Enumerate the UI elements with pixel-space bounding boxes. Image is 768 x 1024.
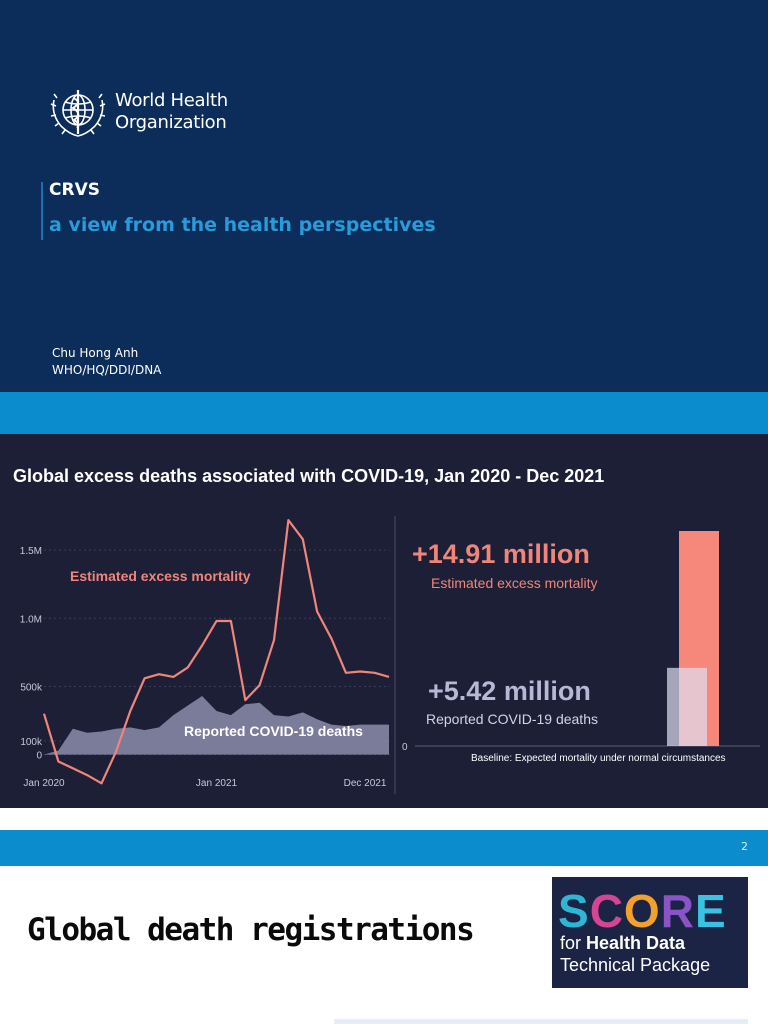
y-tick-label: 500k: [20, 682, 43, 693]
logo-line-2: Organization: [115, 112, 227, 133]
y-tick-label: 0: [36, 751, 42, 762]
x-tick-label: Dec 2021: [344, 778, 387, 789]
summary-zero-label: 0: [402, 742, 408, 753]
excess-total-label: +14.91 million: [412, 539, 590, 569]
score-for-text: for: [560, 933, 587, 953]
title-slide: World Health Organization CRVS a view fr…: [0, 0, 768, 392]
score-logo: SCORE for Health Data Technical Package: [552, 877, 748, 988]
score-letter-r: R: [660, 885, 695, 937]
score-letter-c: C: [589, 885, 624, 937]
who-emblem-icon: [50, 90, 106, 137]
author-name: Chu Hong Anh: [52, 346, 139, 360]
excess-deaths-chart: 1.5M 1.0M 500k 100k 0 Jan 2020 Jan 2021 Dec 202…: [20, 516, 760, 794]
slide-footer-strip: 2: [0, 830, 768, 866]
excess-total-caption: Estimated excess mortality: [431, 575, 598, 591]
logo-line-1: World Health: [115, 90, 228, 111]
chart-slide: Global excess deaths associated with COV…: [0, 434, 768, 808]
score-tagline-2: Technical Package: [560, 955, 711, 975]
excess-mortality-line: [42, 518, 390, 785]
reported-total-label: +5.42 million: [428, 676, 591, 706]
y-tick-label: 1.5M: [20, 546, 42, 557]
slide3-title: Global death registrations: [27, 912, 475, 948]
score-health-data-text: Health Data: [586, 933, 686, 953]
score-tagline-1: for Health Data: [560, 933, 685, 954]
y-tick-label: 1.0M: [20, 614, 42, 625]
baseline-caption: Baseline: Expected mortality under norma…: [471, 753, 726, 764]
score-letter-o: O: [623, 885, 661, 937]
who-wordmark: World Health Organization: [115, 90, 228, 134]
reported-series-label: Reported COVID-19 deaths: [184, 723, 363, 739]
x-tick-label: Jan 2020: [23, 778, 65, 789]
excess-series-label: Estimated excess mortality: [70, 568, 251, 584]
who-logo: World Health Organization: [47, 84, 247, 140]
chart-panel: Global excess deaths associated with COV…: [0, 434, 768, 808]
author-block: Chu Hong Anh WHO/HQ/DDI/DNA: [52, 345, 161, 379]
next-slide-edge: [334, 1019, 748, 1024]
score-wordmark: SCORE: [558, 885, 727, 937]
x-tick-label: Jan 2021: [196, 778, 238, 789]
score-letter-s: S: [558, 885, 590, 937]
reported-total-caption: Reported COVID-19 deaths: [426, 711, 598, 727]
slide-divider-strip: [0, 392, 768, 434]
deck-subtitle: a view from the health perspectives: [49, 214, 436, 236]
y-tick-label: 100k: [20, 737, 43, 748]
deck-title: CRVS: [49, 180, 100, 200]
chart-title: Global excess deaths associated with COV…: [13, 466, 605, 486]
reported-deaths-area: [44, 696, 389, 755]
score-letter-e: E: [694, 885, 727, 937]
reported-total-bar: [667, 667, 707, 746]
title-accent-bar: [41, 182, 43, 240]
author-department: WHO/HQ/DDI/DNA: [52, 363, 162, 377]
page-number: 2: [741, 840, 748, 853]
